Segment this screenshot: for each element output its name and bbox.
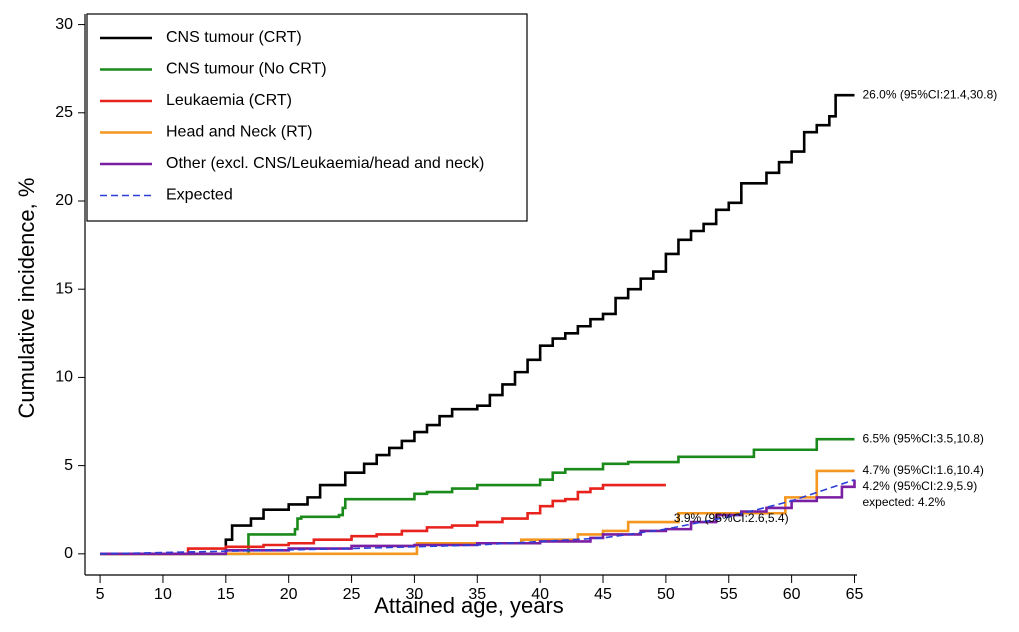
series-line (100, 93, 855, 556)
legend-label: CNS tumour (No CRT) (166, 61, 327, 78)
series-line (100, 478, 855, 555)
y-axis-label: Cumulative incidence, % (14, 178, 39, 419)
x-tick-label: 25 (343, 586, 361, 603)
x-tick-label: 60 (783, 586, 801, 603)
y-tick-label: 15 (55, 280, 73, 297)
series-line (100, 483, 666, 556)
end-label: 6.5% (95%CI:3.5,10.8) (862, 431, 983, 445)
end-label: 26.0% (95%CI:21.4,30.8) (862, 87, 997, 101)
y-tick-label: 25 (55, 104, 73, 121)
x-tick-label: 45 (594, 586, 612, 603)
end-label: 3.9% (95%CI:2.6,5.4) (674, 511, 789, 525)
y-tick-label: 5 (64, 457, 73, 474)
x-tick-label: 65 (846, 586, 864, 603)
legend-label: Other (excl. CNS/Leukaemia/head and neck… (166, 155, 484, 172)
x-tick-label: 55 (720, 586, 738, 603)
x-tick-label: 35 (468, 586, 486, 603)
legend-label: CNS tumour (CRT) (166, 29, 302, 46)
x-tick-label: 5 (96, 586, 105, 603)
legend-box (86, 13, 528, 222)
legend-label: Head and Neck (RT) (166, 124, 312, 141)
legend-label: Expected (166, 187, 233, 204)
x-tick-label: 10 (154, 586, 172, 603)
x-tick-label: 15 (217, 586, 235, 603)
x-axis-label: Attained age, years (374, 593, 564, 618)
end-label: 4.2% (95%CI:2.9,5.9) (862, 479, 977, 493)
y-tick-label: 10 (55, 369, 73, 386)
end-label: 4.7% (95%CI:1.6,10.4) (862, 463, 983, 477)
y-tick-label: 0 (64, 545, 73, 562)
series-line (100, 437, 855, 556)
x-tick-label: 20 (280, 586, 298, 603)
legend-label: Leukaemia (CRT) (166, 92, 292, 109)
end-label: expected: 4.2% (862, 495, 945, 509)
series-line (100, 469, 855, 556)
x-tick-label: 30 (406, 586, 424, 603)
x-tick-label: 50 (657, 586, 675, 603)
x-tick-label: 40 (531, 586, 549, 603)
y-tick-label: 30 (55, 16, 73, 33)
y-tick-label: 20 (55, 192, 73, 209)
